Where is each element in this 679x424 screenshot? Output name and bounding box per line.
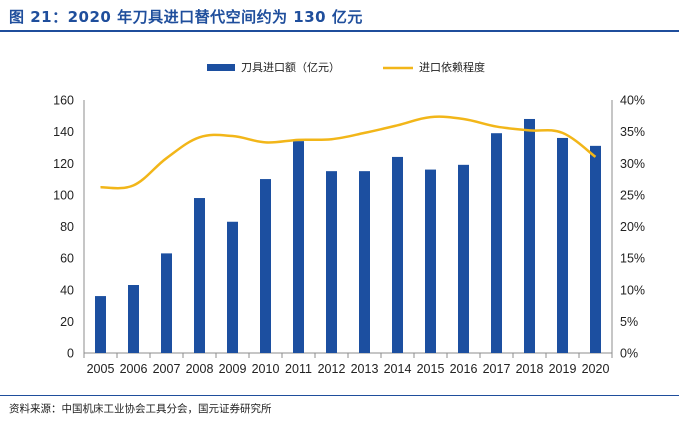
- x-tick-2011: 2011: [285, 362, 312, 376]
- source-note: 资料来源：中国机床工业协会工具分会，国元证券研究所: [9, 403, 272, 415]
- x-tick-2014: 2014: [384, 362, 412, 376]
- bar-2011: [293, 141, 304, 353]
- bar-2010: [260, 179, 271, 353]
- bar-2007: [161, 253, 172, 353]
- bar-2009: [227, 221, 238, 353]
- bar-2020: [590, 145, 601, 353]
- bar-2005: [95, 296, 106, 353]
- bar-2018: [524, 118, 535, 353]
- y-right-tick-25%: 25%: [620, 188, 645, 202]
- legend-label-bar: 刀具进口额（亿元）: [241, 61, 340, 74]
- bar-2015: [425, 169, 436, 353]
- x-tick-2019: 2019: [549, 362, 577, 376]
- footer-divider: [0, 395, 679, 396]
- bar-series: [95, 118, 601, 353]
- bar-2014: [392, 156, 403, 353]
- x-tick-2012: 2012: [318, 362, 346, 376]
- y-axis-right-ticks: 0% 5% 10% 15% 20% 25% 30% 35% 40%: [620, 94, 645, 361]
- bar-2019: [557, 137, 568, 353]
- x-tick-2009: 2009: [219, 362, 247, 376]
- y-right-tick-35%: 35%: [620, 125, 645, 139]
- x-tick-2015: 2015: [417, 362, 445, 376]
- y-left-tick-140: 140: [53, 125, 74, 139]
- y-left-tick-0: 0: [67, 347, 74, 361]
- y-left-tick-120: 120: [53, 157, 74, 171]
- x-tick-2005: 2005: [87, 362, 115, 376]
- x-axis-ticks: 2005 2006 2007 2008 2009 2010 2011 2012 2013 2014…: [87, 362, 610, 376]
- bar-2008: [194, 198, 205, 353]
- bar-2012: [326, 171, 337, 353]
- x-tick-2016: 2016: [450, 362, 478, 376]
- y-right-tick-30%: 30%: [620, 157, 645, 171]
- bar-2016: [458, 164, 469, 353]
- bar-2006: [128, 285, 139, 353]
- y-axis-left-ticks: 0 20 40 60 80 100 120 140 160: [53, 94, 74, 361]
- y-right-tick-20%: 20%: [620, 220, 645, 234]
- x-tick-2013: 2013: [351, 362, 379, 376]
- x-tick-2010: 2010: [252, 362, 280, 376]
- legend-label-line: 进口依赖程度: [419, 60, 485, 74]
- figure-title: 图 21：2020 年刀具进口替代空间约为 130 亿元: [9, 8, 363, 26]
- y-right-tick-0%: 0%: [620, 347, 638, 361]
- y-right-tick-5%: 5%: [620, 315, 638, 329]
- x-tick-2008: 2008: [186, 362, 214, 376]
- chart-legend: 刀具进口额（亿元） 进口依赖程度: [207, 60, 485, 74]
- x-tick-2018: 2018: [516, 362, 544, 376]
- x-tick-2006: 2006: [120, 362, 148, 376]
- legend-swatch-bar: [207, 64, 235, 71]
- y-left-tick-100: 100: [53, 188, 74, 202]
- bar-2017: [491, 133, 502, 353]
- y-left-tick-20: 20: [60, 315, 74, 329]
- y-left-tick-40: 40: [60, 283, 74, 297]
- y-left-tick-160: 160: [53, 94, 74, 108]
- line-import-dependency: [100, 115, 597, 190]
- y-left-tick-60: 60: [60, 252, 74, 266]
- x-tick-2020: 2020: [582, 362, 610, 376]
- line-series: [100, 115, 597, 190]
- x-tick-2017: 2017: [483, 362, 511, 376]
- y-left-tick-80: 80: [60, 220, 74, 234]
- y-right-tick-15%: 15%: [620, 252, 645, 266]
- bar-2013: [359, 171, 370, 353]
- y-right-tick-40%: 40%: [620, 94, 645, 108]
- title-divider: [0, 30, 679, 32]
- y-right-tick-10%: 10%: [620, 283, 645, 297]
- x-tick-2007: 2007: [153, 362, 181, 376]
- bar-line-chart: 刀具进口额（亿元） 进口依赖程度 2005 2006 2007 2008 2009 201…: [53, 60, 645, 376]
